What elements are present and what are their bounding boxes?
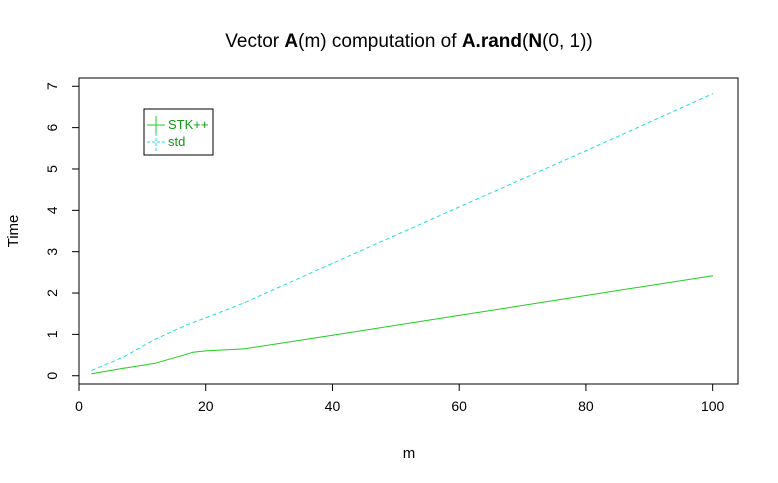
title-part: (m) computation of xyxy=(298,31,462,52)
y-tick-label: 0 xyxy=(44,372,60,380)
data-point xyxy=(154,338,156,340)
title-part: ( xyxy=(522,31,529,52)
data-point xyxy=(192,351,194,353)
data-point xyxy=(205,317,207,319)
x-axis-label: m xyxy=(403,445,416,462)
title-part: A xyxy=(284,31,298,52)
data-point xyxy=(458,314,460,316)
y-tick-label: 4 xyxy=(44,206,60,214)
data-point xyxy=(205,350,207,352)
data-point xyxy=(331,334,334,336)
series-layer xyxy=(91,93,714,375)
x-tick-label: 60 xyxy=(451,398,467,414)
x-tick-label: 100 xyxy=(701,398,725,414)
data-point xyxy=(458,206,460,208)
data-point xyxy=(585,150,587,152)
legend-symbol xyxy=(147,116,165,134)
data-point xyxy=(186,353,188,355)
data-point xyxy=(712,93,714,95)
data-point xyxy=(331,262,334,264)
x-tick-label: 20 xyxy=(198,398,214,414)
x-tick-label: 40 xyxy=(325,398,341,414)
chart-title: Vector A(m) computation of A.rand(N(0, 1… xyxy=(225,31,593,52)
y-axis: 0 1 2 3 4 5 6 7 xyxy=(44,82,80,380)
data-point xyxy=(585,294,587,297)
data-point xyxy=(154,362,156,364)
y-tick-label: 3 xyxy=(44,248,60,256)
y-tick-label: 6 xyxy=(44,124,60,132)
y-tick-label: 7 xyxy=(44,82,60,90)
title-part: Vector xyxy=(225,31,284,52)
data-point xyxy=(243,348,245,350)
series-line-std xyxy=(91,93,713,371)
data-point xyxy=(712,275,714,277)
data-point xyxy=(91,369,93,371)
legend-label: STK++ xyxy=(168,117,208,132)
y-tick-label: 5 xyxy=(44,165,60,173)
series-line-stk- xyxy=(91,275,713,375)
data-point xyxy=(243,302,245,304)
title-part: N xyxy=(528,31,542,52)
data-point xyxy=(122,356,124,358)
data-point xyxy=(91,373,93,375)
legend-label: std xyxy=(168,134,185,149)
legend-symbol xyxy=(147,133,165,151)
x-axis: 0 20 40 60 80 100 xyxy=(75,383,725,414)
y-axis-label: Time xyxy=(5,215,22,248)
x-tick-label: 0 xyxy=(75,398,83,414)
data-point xyxy=(186,324,188,326)
y-tick-label: 2 xyxy=(44,289,60,297)
data-point xyxy=(122,367,124,369)
title-part: (0, 1)) xyxy=(542,31,593,52)
x-tick-label: 80 xyxy=(578,398,594,414)
title-part: A.rand xyxy=(462,31,522,52)
y-tick-label: 1 xyxy=(44,330,60,338)
legend: STK++ std xyxy=(143,108,214,156)
